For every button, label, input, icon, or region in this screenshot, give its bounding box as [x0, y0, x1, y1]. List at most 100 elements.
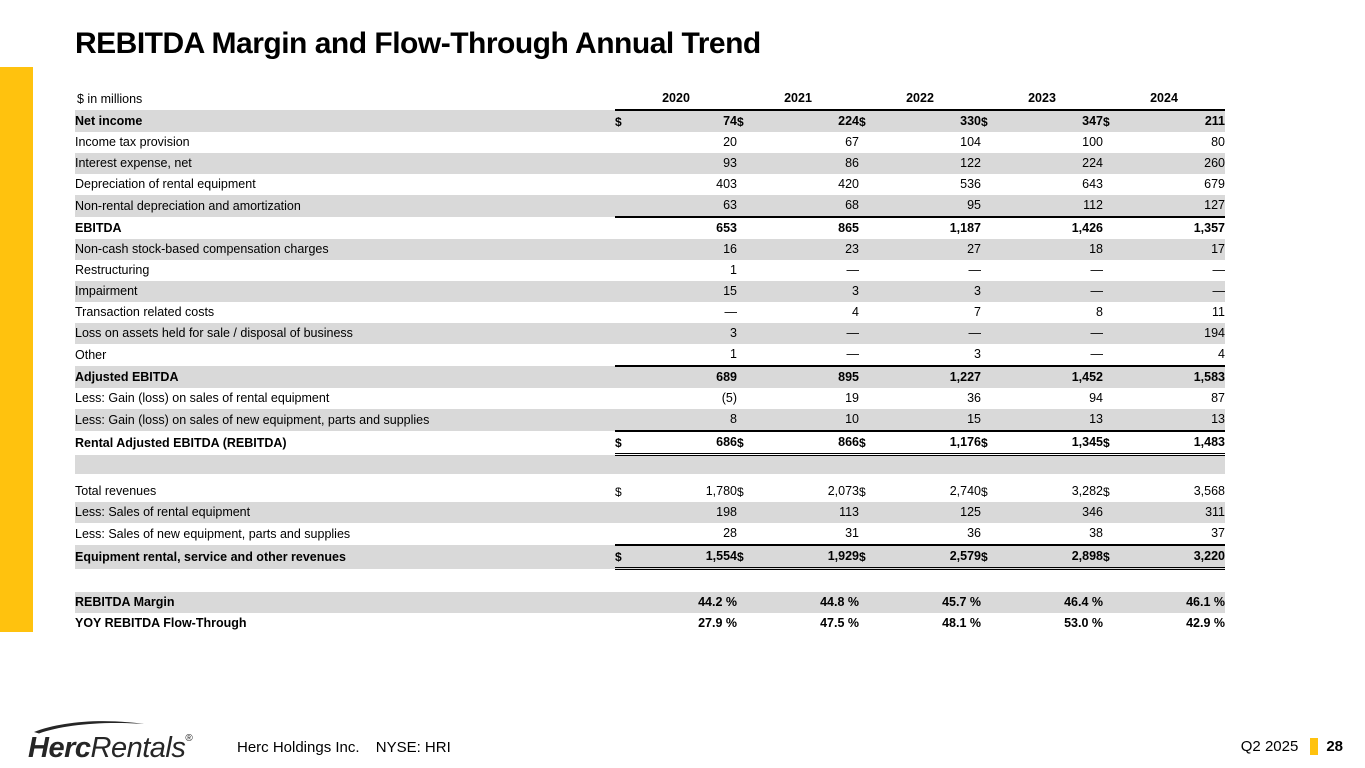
logo-swoosh-icon [34, 721, 144, 734]
dollar-sign-cell [859, 195, 885, 217]
dollar-sign-cell [981, 153, 1007, 174]
dollar-sign-cell: $ [615, 430, 641, 456]
value-cell: 46.1 % [1129, 592, 1225, 613]
dollar-sign-cell [737, 365, 763, 388]
value-cell: 866 [763, 430, 859, 456]
dollar-sign-cell [615, 523, 641, 545]
value-cell: 1,187 [885, 216, 981, 239]
value-cell: 104 [960, 135, 981, 150]
dollar-sign-cell [859, 365, 885, 388]
dollar-sign-cell [859, 613, 885, 634]
dollar-sign-cell [1103, 216, 1129, 239]
row-label: Rental Adjusted EBITDA (REBITDA) [75, 435, 287, 450]
value-cell: 2,073 [827, 484, 859, 499]
dollar-sign-cell [859, 132, 885, 153]
table-row: Total revenues $1,780 $2,073 $2,740 $3,282 $3… [75, 481, 1225, 502]
spacer-cell [75, 569, 1225, 593]
table-row: Interest expense, net 93 86 122 224 260 [75, 153, 1225, 174]
dollar-sign-cell [615, 281, 641, 302]
value-cell: 27.9 % [698, 616, 737, 631]
dollar-sign-cell [859, 302, 885, 323]
value-cell: 15 [641, 281, 737, 302]
dollar-sign-cell: $ [615, 484, 622, 499]
dollar-sign-cell [981, 195, 1007, 217]
row-label: Less: Gain (loss) on sales of rental equ… [75, 391, 330, 406]
value-cell: 94 [1089, 391, 1103, 406]
dollar-sign-cell [859, 239, 885, 260]
value-cell: 653 [641, 216, 737, 239]
value-cell: 95 [885, 195, 981, 217]
value-cell: 420 [838, 177, 859, 192]
value-cell: 403 [716, 177, 737, 192]
dollar-sign-cell [981, 281, 1007, 302]
dollar-sign-cell [737, 344, 763, 366]
value-cell: 86 [763, 153, 859, 174]
dollar-sign-cell [1103, 323, 1129, 344]
value-cell: 13 [1129, 409, 1225, 431]
dollar-sign-cell: $ [737, 110, 763, 132]
dollar-sign-cell [737, 523, 763, 545]
dollar-sign-cell [1103, 523, 1129, 545]
table-row: YOY REBITDA Flow-Through 27.9 % 47.5 % 48.1… [75, 613, 1225, 634]
value-cell: 23 [763, 239, 859, 260]
dollar-sign-cell [615, 132, 641, 153]
dollar-sign-cell [615, 502, 641, 523]
value-cell: 112 [1007, 195, 1103, 217]
dollar-sign-cell [615, 216, 641, 239]
dollar-sign-cell: $ [859, 110, 885, 132]
value-cell: 194 [1129, 323, 1225, 344]
dollar-sign-cell [1103, 409, 1129, 431]
dollar-sign-cell: $ [981, 430, 1007, 456]
table-row: Less: Sales of rental equipment 198 113 125… [75, 502, 1225, 523]
value-cell: 8 [1096, 305, 1103, 320]
value-cell: 346 [1007, 502, 1103, 523]
row-label: Less: Gain (loss) on sales of new equipm… [75, 409, 615, 431]
value-cell: 260 [1129, 153, 1225, 174]
value-cell: 16 [641, 239, 737, 260]
value-cell: — [1090, 263, 1104, 278]
dollar-sign-cell [615, 613, 641, 634]
value-cell: 74 [641, 110, 737, 132]
dollar-sign-cell [737, 613, 763, 634]
company-name: Herc Holdings Inc. [237, 739, 360, 756]
spacer-cell [75, 454, 1225, 474]
value-cell: 1,583 [1129, 365, 1225, 388]
dollar-sign-cell [859, 344, 885, 366]
table-row: EBITDA 653 865 1,187 1,426 1,357 [75, 216, 1225, 239]
value-cell: 37 [1211, 526, 1225, 541]
value-cell: 1,452 [1007, 365, 1103, 388]
value-cell: (5) [721, 391, 737, 406]
value-cell: — [763, 323, 859, 344]
value-cell: 93 [641, 153, 737, 174]
row-label: EBITDA [75, 220, 122, 235]
dollar-sign-cell [615, 592, 641, 613]
dollar-sign-cell [859, 153, 885, 174]
value-cell: 20 [723, 135, 737, 150]
footer-right: Q2 2025 28 [1241, 738, 1343, 755]
value-cell: 36 [967, 526, 981, 541]
value-cell: 3,220 [1129, 544, 1225, 570]
table-row: Impairment 15 3 3 — — [75, 281, 1225, 302]
dollar-sign-cell [737, 592, 763, 613]
value-cell: 1,929 [763, 544, 859, 570]
dollar-sign-cell: $ [859, 544, 885, 570]
dollar-sign-cell [981, 174, 1007, 195]
year-header: 2023 [981, 88, 1103, 111]
value-cell: 68 [763, 195, 859, 217]
row-label: Less: Sales of rental equipment [75, 502, 615, 523]
dollar-sign-cell: $ [737, 484, 744, 499]
value-cell: 895 [763, 365, 859, 388]
dollar-sign-cell [981, 613, 1007, 634]
value-cell: 27 [885, 239, 981, 260]
value-cell: 3,568 [1193, 484, 1225, 499]
value-cell: 53.0 % [1064, 616, 1103, 631]
table-row: Rental Adjusted EBITDA (REBITDA) $686 $866… [75, 430, 1225, 456]
dollar-sign-cell [737, 502, 763, 523]
dollar-sign-cell [615, 260, 641, 281]
value-cell: 689 [641, 365, 737, 388]
value-cell: 3 [974, 347, 981, 362]
dollar-sign-cell: $ [1103, 430, 1129, 456]
year-header: 2020 [615, 88, 737, 111]
dollar-sign-cell [1103, 302, 1129, 323]
row-label: Interest expense, net [75, 153, 615, 174]
